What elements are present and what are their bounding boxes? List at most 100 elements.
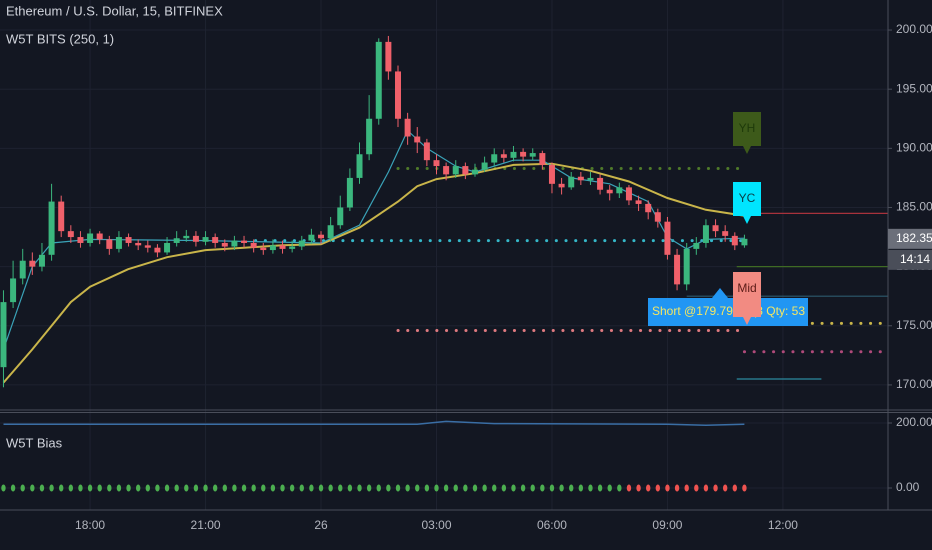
candle-body [616,187,623,194]
bias-dot [232,484,237,492]
candle-body [577,176,584,181]
candle-body [520,151,527,157]
x-tick-label: 06:00 [537,518,567,532]
bias-dot [569,484,574,492]
mid-flag [733,272,761,325]
y-tick-label: 200.00 [896,22,932,36]
candle-body [366,118,373,155]
bias-dot [463,484,468,492]
bias-dot [126,484,131,492]
bias-dot [540,484,545,492]
candle-body [443,166,450,175]
y-tick-label: 0.00 [896,480,920,494]
candle-body [58,201,65,232]
bias-dot [164,484,170,492]
candle-body [625,187,632,201]
bias-dot [472,484,478,492]
bias-dot [299,484,304,492]
bias-dot [434,484,439,492]
mid-label: Mid [737,281,756,295]
bias-dot [222,484,227,492]
bias-dot [212,484,218,492]
bias-dot [261,484,266,492]
candle-body [645,203,652,213]
candle-body [327,225,334,239]
bias-dot [338,484,343,492]
candle-body [19,260,26,279]
candle-body [404,118,411,137]
candle-body [433,160,440,167]
candle-body [664,221,671,255]
candle-body [500,154,507,158]
bias-dot [10,484,16,492]
bias-dot [366,484,372,492]
candle-body [491,154,498,163]
y-tick-label: 200.00 [896,415,932,429]
bias-dot [376,484,381,492]
order-text: 43 Qty: 53 [750,304,806,318]
bias-dot [309,484,314,492]
bias-dot [559,484,564,492]
candle-body [96,233,103,240]
last-price-tag [888,228,932,249]
bias-dot [30,484,35,492]
x-tick-label: 03:00 [421,518,451,532]
candle-body [722,231,729,236]
candle-body [250,242,257,248]
bias-dot [549,484,555,492]
candle-body [298,240,305,247]
x-tick-label: 18:00 [75,518,105,532]
bias-dot [116,484,122,492]
candle-body [135,242,142,246]
bias-dot [415,484,420,492]
last-price-label: 182.35 [896,231,932,245]
candle-body [741,238,748,246]
candle-body [674,254,681,285]
bias-dot [49,484,54,492]
y-tick-label: 170.00 [896,377,932,391]
bias-dot [405,484,410,492]
bias-dot [578,484,584,492]
candle-body [87,233,94,243]
yh-label: YH [739,121,756,135]
countdown-tag [888,249,932,270]
candle-body [241,240,248,243]
bias-dot [280,484,285,492]
candle-body [587,177,594,181]
candle-body [529,153,536,157]
bias-dot [597,484,603,492]
candle-body [0,302,7,368]
candle-body [462,166,469,175]
x-tick-label: 12:00 [768,518,798,532]
candle-body [231,240,238,247]
bias-dot [626,484,632,492]
candle-body [212,237,219,243]
candle-body [683,248,690,285]
bias-dot [107,484,112,492]
bias-dot [347,484,353,492]
candle-body [202,237,209,242]
chart-title: Ethereum / U.S. Dollar, 15, BITFINEX [6,3,223,18]
candle-body [510,151,517,158]
candle-body [38,254,45,267]
bias-dot [482,484,487,492]
bias-dot [742,484,747,492]
candle-body [385,41,392,72]
candle-body [452,166,459,175]
bias-dot [424,484,430,492]
candle-body [558,183,565,188]
bias-dot [39,484,45,492]
candle-body [10,278,17,303]
candle-body [346,177,353,208]
candle-body [395,71,402,119]
bias-dot [318,484,324,492]
bias-dot [443,484,449,492]
candle-body [48,201,55,255]
candle-body [471,169,478,175]
candle-body [375,41,382,119]
bias-dot [453,484,458,492]
bias-dot [193,484,199,492]
indicator-title: W5T BITS (250, 1) [6,31,114,46]
